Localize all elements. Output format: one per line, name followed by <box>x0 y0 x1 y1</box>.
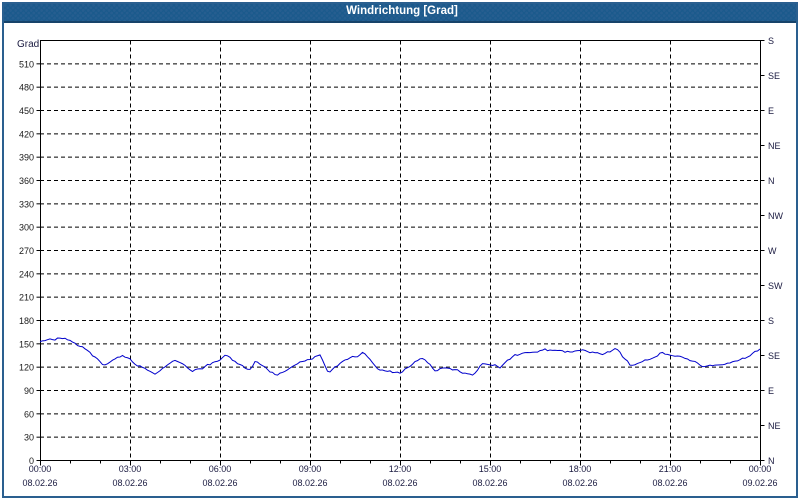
svg-text:NW: NW <box>768 211 783 221</box>
svg-text:60: 60 <box>24 409 34 419</box>
svg-text:08.02.26: 08.02.26 <box>22 478 57 488</box>
svg-text:SE: SE <box>768 71 780 81</box>
svg-text:450: 450 <box>19 106 34 116</box>
svg-text:120: 120 <box>19 363 34 373</box>
svg-text:08.02.26: 08.02.26 <box>202 478 237 488</box>
svg-text:S: S <box>768 36 774 46</box>
svg-text:420: 420 <box>19 129 34 139</box>
svg-text:270: 270 <box>19 246 34 256</box>
svg-text:E: E <box>768 106 774 116</box>
svg-text:06:00: 06:00 <box>209 464 232 474</box>
svg-text:08.02.26: 08.02.26 <box>652 478 687 488</box>
svg-text:150: 150 <box>19 339 34 349</box>
svg-text:21:00: 21:00 <box>659 464 682 474</box>
svg-text:480: 480 <box>19 83 34 93</box>
svg-text:330: 330 <box>19 199 34 209</box>
svg-text:240: 240 <box>19 269 34 279</box>
svg-text:NE: NE <box>768 141 781 151</box>
svg-text:W: W <box>768 246 777 256</box>
svg-text:09:00: 09:00 <box>299 464 322 474</box>
svg-text:15:00: 15:00 <box>479 464 502 474</box>
svg-text:03:00: 03:00 <box>119 464 142 474</box>
svg-text:09.02.26: 09.02.26 <box>742 478 777 488</box>
svg-text:30: 30 <box>24 433 34 443</box>
svg-text:08.02.26: 08.02.26 <box>562 478 597 488</box>
svg-text:N: N <box>768 456 775 466</box>
svg-text:08.02.26: 08.02.26 <box>382 478 417 488</box>
svg-text:SW: SW <box>768 281 783 291</box>
svg-text:08.02.26: 08.02.26 <box>292 478 327 488</box>
svg-text:N: N <box>768 176 775 186</box>
svg-text:SE: SE <box>768 351 780 361</box>
svg-text:S: S <box>768 316 774 326</box>
svg-text:300: 300 <box>19 223 34 233</box>
svg-text:00:00: 00:00 <box>29 464 52 474</box>
svg-text:E: E <box>768 386 774 396</box>
svg-text:180: 180 <box>19 316 34 326</box>
svg-text:390: 390 <box>19 153 34 163</box>
svg-text:210: 210 <box>19 293 34 303</box>
svg-text:90: 90 <box>24 386 34 396</box>
svg-text:NE: NE <box>768 421 781 431</box>
svg-text:18:00: 18:00 <box>569 464 592 474</box>
svg-text:12:00: 12:00 <box>389 464 412 474</box>
svg-text:510: 510 <box>19 59 34 69</box>
svg-text:08.02.26: 08.02.26 <box>472 478 507 488</box>
svg-text:08.02.26: 08.02.26 <box>112 478 147 488</box>
svg-text:360: 360 <box>19 176 34 186</box>
svg-text:Grad: Grad <box>17 39 39 50</box>
